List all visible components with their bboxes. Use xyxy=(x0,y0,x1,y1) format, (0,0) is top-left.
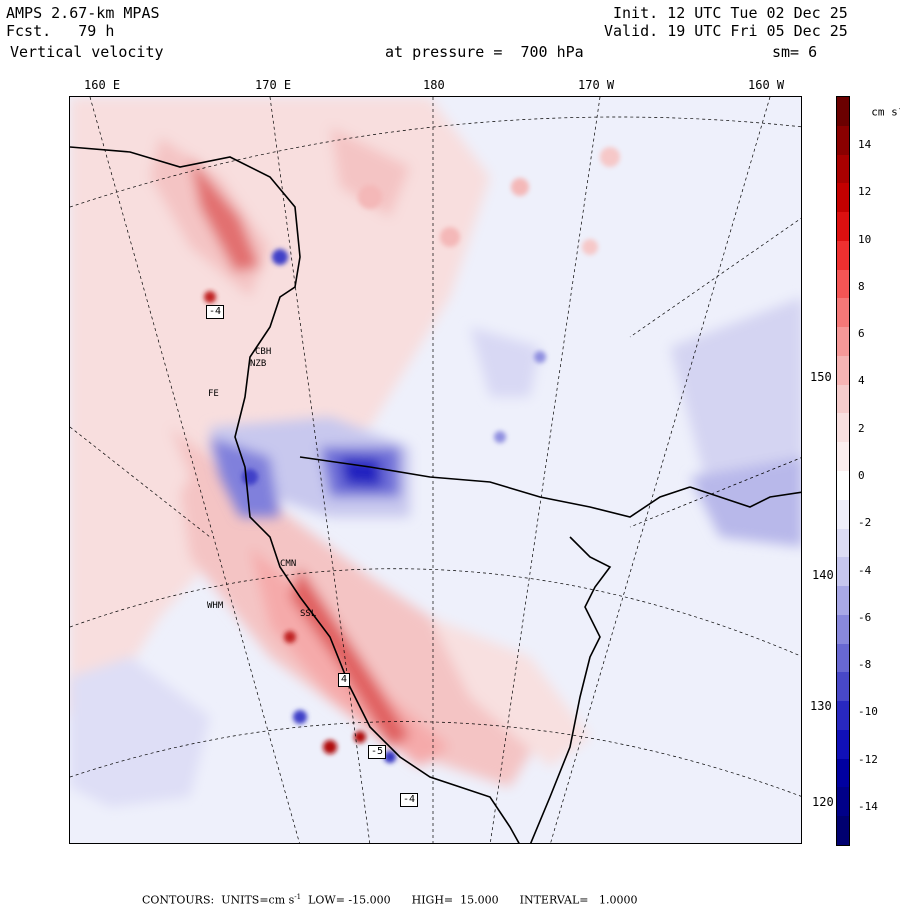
station-whm: WHM xyxy=(207,601,224,611)
contour-label-2: 4 xyxy=(338,673,351,687)
colorbar-tick-label: -8 xyxy=(858,658,872,672)
colorbar-segment xyxy=(837,614,849,645)
colorbar-tick-label: 10 xyxy=(858,232,872,246)
colorbar-segment xyxy=(837,212,849,242)
lon-tick-160w: 160 W xyxy=(748,78,785,92)
colorbar-segment xyxy=(837,355,849,386)
valid-time: Valid. 19 UTC Fri 05 Dec 25 xyxy=(604,22,848,40)
colorbar xyxy=(836,96,850,846)
lon-tick-160e: 160 E xyxy=(84,78,121,92)
colorbar-tick-label: 8 xyxy=(858,279,865,293)
colorbar-tick-label: 12 xyxy=(858,185,872,199)
colorbar-tick-label: -2 xyxy=(858,516,872,530)
colorbar-segment xyxy=(837,471,849,501)
coastline xyxy=(70,146,801,843)
station-ssl: SSL xyxy=(300,609,317,619)
contour-label-3: -5 xyxy=(368,745,387,759)
init-time: Init. 12 UTC Tue 02 Dec 25 xyxy=(613,4,848,22)
colorbar-segment xyxy=(837,528,849,558)
lon-tick-170w: 170 W xyxy=(578,78,615,92)
colorbar-segment xyxy=(837,298,849,328)
lon-tick-180: 180 xyxy=(423,78,445,92)
colorbar-segment xyxy=(837,183,849,213)
colorbar-segment xyxy=(837,327,849,357)
station-fe: FE xyxy=(208,389,219,399)
colorbar-segment xyxy=(837,758,849,788)
colorbar-segment xyxy=(837,557,849,587)
pressure-level: at pressure = 700 hPa xyxy=(385,43,584,61)
map-svg xyxy=(70,97,801,843)
colorbar-tick-label: 4 xyxy=(858,374,865,388)
colorbar-segment xyxy=(837,643,849,673)
colorbar-segment xyxy=(837,442,849,472)
station-cmn: CMN xyxy=(280,559,297,569)
colorbar-segment xyxy=(837,672,849,702)
graticule xyxy=(70,97,801,843)
vertical-velocity-map: CBH NZB FE CMN WHM SSL -4 4 -5 -4 xyxy=(69,96,802,844)
colorbar-segment xyxy=(837,729,849,760)
station-cbh: CBH xyxy=(255,347,272,357)
colorbar-segment xyxy=(837,269,849,299)
colorbar-segment xyxy=(837,154,849,184)
colorbar-segment xyxy=(837,413,849,443)
colorbar-tick-label: -14 xyxy=(858,800,878,813)
contour-label-4: -4 xyxy=(400,793,419,807)
colorbar-tick-label: 0 xyxy=(858,469,865,482)
colorbar-tick-label: 6 xyxy=(858,327,865,341)
forecast-hour: Fcst. 79 h xyxy=(6,22,115,40)
colorbar-tick-label: -6 xyxy=(858,610,872,624)
colorbar-segment xyxy=(837,816,849,846)
colorbar-tick-label: -12 xyxy=(858,752,878,766)
field-name: Vertical velocity xyxy=(10,43,164,61)
colorbar-tick-label: 14 xyxy=(858,138,872,151)
model-title: AMPS 2.67-km MPAS xyxy=(6,4,160,22)
smoothing: sm= 6 xyxy=(772,43,818,61)
colorbar-segment xyxy=(837,499,849,530)
colorbar-segment xyxy=(837,586,849,616)
negative-velocity-areas xyxy=(70,297,801,807)
station-nzb: NZB xyxy=(250,359,267,369)
lon-tick-170e: 170 E xyxy=(255,78,292,92)
colorbar-tick-label: -4 xyxy=(858,563,872,577)
colorbar-segment xyxy=(837,787,849,817)
contour-info: CONTOURS: UNITS=cm s-1 LOW= -15.000 HIGH… xyxy=(142,893,638,907)
colorbar-tick-label: -10 xyxy=(858,705,878,719)
positive-velocity-areas xyxy=(70,97,590,787)
colorbar-units: cm s-1 xyxy=(871,105,900,119)
colorbar-segment xyxy=(837,384,849,414)
colorbar-segment xyxy=(837,240,849,271)
colorbar-tick-label: 2 xyxy=(858,421,865,435)
colorbar-segment xyxy=(837,701,849,731)
colorbar-segment xyxy=(837,125,849,156)
colorbar-segment xyxy=(837,97,849,127)
contour-label-1: -4 xyxy=(206,305,225,319)
